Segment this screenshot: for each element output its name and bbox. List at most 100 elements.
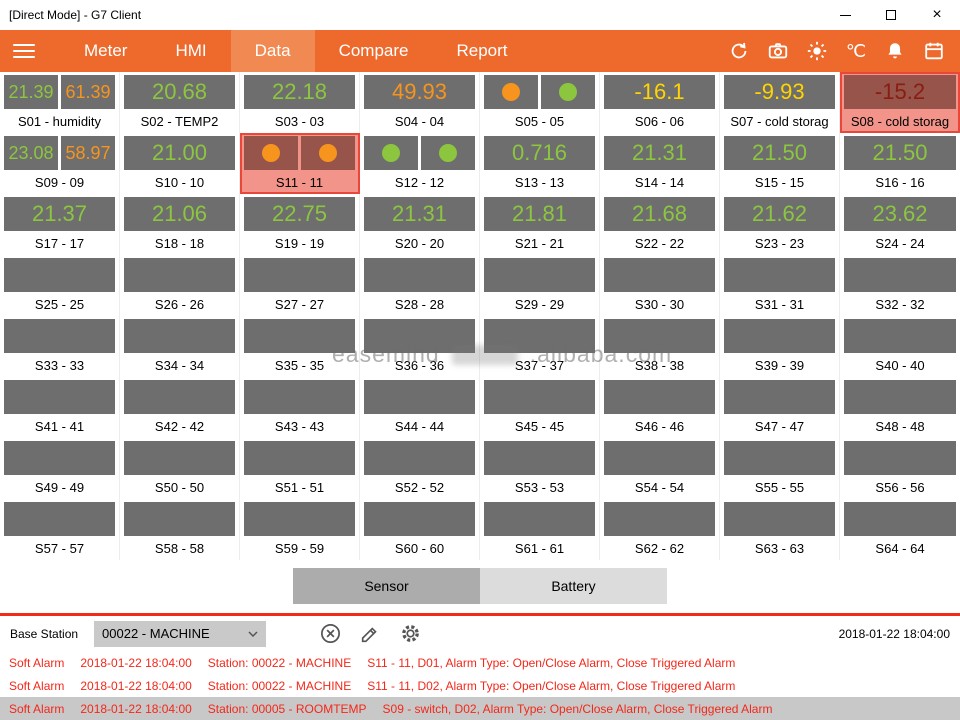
- sensor-value: 61.39: [65, 81, 111, 102]
- sensor-tile[interactable]: S29 - 29: [480, 255, 600, 316]
- base-station-dropdown[interactable]: 00022 - MACHINE: [94, 620, 267, 647]
- tile-label: S41 - 41: [34, 418, 85, 434]
- camera-icon[interactable]: [766, 39, 790, 63]
- sensor-tile[interactable]: S48 - 48: [840, 377, 960, 438]
- sensor-tile[interactable]: S38 - 38: [600, 316, 720, 377]
- sensor-tile[interactable]: S55 - 55: [720, 438, 840, 499]
- sensor-tile[interactable]: S57 - 57: [0, 499, 120, 560]
- sensor-tile[interactable]: S11 - 11: [240, 133, 360, 194]
- edit-icon[interactable]: [358, 622, 382, 646]
- sensor-tile[interactable]: S47 - 47: [720, 377, 840, 438]
- sensor-tile[interactable]: 21.39 61.39 S01 - humidity: [0, 72, 120, 133]
- sensor-tile[interactable]: S40 - 40: [840, 316, 960, 377]
- calendar-icon[interactable]: [922, 39, 946, 63]
- sensor-tile[interactable]: S51 - 51: [240, 438, 360, 499]
- tile-label: S53 - 53: [514, 479, 565, 495]
- sensor-tile[interactable]: S61 - 61: [480, 499, 600, 560]
- sensor-tile[interactable]: S62 - 62: [600, 499, 720, 560]
- sensor-tile[interactable]: 21.68 S22 - 22: [600, 194, 720, 255]
- sensor-tile[interactable]: S49 - 49: [0, 438, 120, 499]
- sensor-tile[interactable]: 21.50 S16 - 16: [840, 133, 960, 194]
- tile-value-boxes: 21.68: [604, 197, 715, 231]
- sensor-tile[interactable]: 20.68 S02 - TEMP2: [120, 72, 240, 133]
- tab-data[interactable]: Data: [230, 30, 315, 72]
- sensor-tile[interactable]: 23.62 S24 - 24: [840, 194, 960, 255]
- sensor-view-button[interactable]: Sensor: [293, 568, 480, 604]
- sensor-tile[interactable]: S12 - 12: [360, 133, 480, 194]
- tile-label: S05 - 05: [514, 113, 565, 129]
- sensor-value: 58.97: [65, 142, 111, 163]
- sensor-tile[interactable]: S37 - 37: [480, 316, 600, 377]
- sensor-tile[interactable]: S31 - 31: [720, 255, 840, 316]
- minimize-button[interactable]: [822, 0, 868, 30]
- sensor-tile[interactable]: S32 - 32: [840, 255, 960, 316]
- empty-box: [124, 258, 235, 292]
- sensor-tile[interactable]: 21.00 S10 - 10: [120, 133, 240, 194]
- sensor-tile[interactable]: -15.2 S08 - cold storag: [840, 72, 960, 133]
- maximize-button[interactable]: [868, 0, 914, 30]
- tab-meter[interactable]: Meter: [84, 41, 128, 60]
- alarm-bell-icon[interactable]: [883, 39, 907, 63]
- sensor-tile[interactable]: 21.06 S18 - 18: [120, 194, 240, 255]
- sensor-tile[interactable]: 21.62 S23 - 23: [720, 194, 840, 255]
- sensor-tile[interactable]: S60 - 60: [360, 499, 480, 560]
- sync-icon[interactable]: [727, 39, 751, 63]
- sensor-tile[interactable]: S45 - 45: [480, 377, 600, 438]
- sensor-tile[interactable]: S25 - 25: [0, 255, 120, 316]
- empty-box: [124, 319, 235, 353]
- empty-box: [484, 502, 595, 536]
- close-button[interactable]: ×: [914, 0, 960, 30]
- sensor-tile[interactable]: -9.93 S07 - cold storag: [720, 72, 840, 133]
- brightness-icon[interactable]: [805, 39, 829, 63]
- sensor-tile[interactable]: S43 - 43: [240, 377, 360, 438]
- sensor-tile[interactable]: 21.31 S20 - 20: [360, 194, 480, 255]
- sensor-tile[interactable]: S35 - 35: [240, 316, 360, 377]
- sensor-tile[interactable]: 0.716 S13 - 13: [480, 133, 600, 194]
- sensor-tile[interactable]: S44 - 44: [360, 377, 480, 438]
- sensor-tile[interactable]: S52 - 52: [360, 438, 480, 499]
- sensor-tile[interactable]: S26 - 26: [120, 255, 240, 316]
- tile-label: S26 - 26: [154, 296, 205, 312]
- sensor-tile[interactable]: S42 - 42: [120, 377, 240, 438]
- sensor-tile[interactable]: S50 - 50: [120, 438, 240, 499]
- battery-view-button[interactable]: Battery: [480, 568, 667, 604]
- alarm-row[interactable]: Soft Alarm 2018-01-22 18:04:00 Station: 00…: [0, 651, 960, 674]
- settings-gear-icon[interactable]: [398, 622, 422, 646]
- sensor-tile[interactable]: 21.37 S17 - 17: [0, 194, 120, 255]
- sensor-tile[interactable]: 23.08 58.97 S09 - 09: [0, 133, 120, 194]
- sensor-tile[interactable]: S34 - 34: [120, 316, 240, 377]
- empty-box: [604, 441, 715, 475]
- sensor-tile[interactable]: S33 - 33: [0, 316, 120, 377]
- sensor-tile[interactable]: -16.1 S06 - 06: [600, 72, 720, 133]
- sensor-tile[interactable]: S27 - 27: [240, 255, 360, 316]
- clear-alarms-icon[interactable]: [318, 622, 342, 646]
- sensor-tile[interactable]: S64 - 64: [840, 499, 960, 560]
- sensor-tile[interactable]: S05 - 05: [480, 72, 600, 133]
- sensor-tile[interactable]: 49.93 S04 - 04: [360, 72, 480, 133]
- sensor-tile[interactable]: S39 - 39: [720, 316, 840, 377]
- alarm-row[interactable]: Soft Alarm 2018-01-22 18:04:00 Station: 00…: [0, 674, 960, 697]
- sensor-tile[interactable]: S46 - 46: [600, 377, 720, 438]
- sensor-tile[interactable]: S59 - 59: [240, 499, 360, 560]
- hamburger-menu-button[interactable]: [0, 30, 48, 72]
- sensor-tile[interactable]: S56 - 56: [840, 438, 960, 499]
- alarm-row[interactable]: Soft Alarm 2018-01-22 18:04:00 Station: 00…: [0, 697, 960, 720]
- sensor-value: -9.93: [754, 79, 805, 104]
- sensor-tile[interactable]: 21.81 S21 - 21: [480, 194, 600, 255]
- sensor-tile[interactable]: S54 - 54: [600, 438, 720, 499]
- sensor-tile[interactable]: S28 - 28: [360, 255, 480, 316]
- tab-hmi[interactable]: HMI: [175, 41, 207, 60]
- sensor-tile[interactable]: S63 - 63: [720, 499, 840, 560]
- sensor-tile[interactable]: 22.18 S03 - 03: [240, 72, 360, 133]
- sensor-tile[interactable]: S53 - 53: [480, 438, 600, 499]
- tab-compare[interactable]: Compare: [338, 41, 409, 60]
- sensor-tile[interactable]: 22.75 S19 - 19: [240, 194, 360, 255]
- sensor-tile[interactable]: S30 - 30: [600, 255, 720, 316]
- sensor-tile[interactable]: S36 - 36: [360, 316, 480, 377]
- temperature-unit-icon[interactable]: ℃: [845, 40, 867, 61]
- sensor-tile[interactable]: S41 - 41: [0, 377, 120, 438]
- tab-report[interactable]: Report: [456, 41, 508, 60]
- sensor-tile[interactable]: 21.50 S15 - 15: [720, 133, 840, 194]
- sensor-tile[interactable]: S58 - 58: [120, 499, 240, 560]
- sensor-tile[interactable]: 21.31 S14 - 14: [600, 133, 720, 194]
